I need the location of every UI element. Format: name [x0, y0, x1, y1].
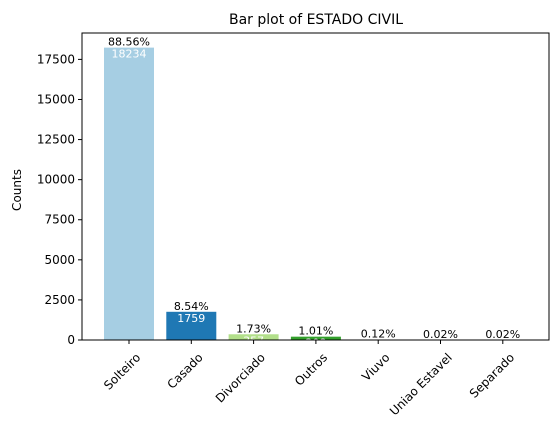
bar-value-label: 4	[499, 340, 506, 353]
x-tick-label: Outros	[292, 350, 330, 388]
y-tick-label: 17500	[37, 52, 75, 66]
percent-labels-group: 88.56% 8.54% 1.73% 1.01% 0.12% 0.02% 0.02%	[108, 36, 520, 341]
bar-divorciado	[228, 334, 279, 340]
x-tick-label: Separado	[467, 350, 517, 400]
y-tick-label: 10000	[37, 173, 75, 187]
bar-value-label: 4	[437, 340, 444, 353]
bar-percent-label: 8.54%	[174, 300, 209, 313]
bar-percent-label: 1.01%	[298, 325, 333, 338]
bar-percent-label: 0.02%	[423, 328, 458, 341]
x-tick-label: Divorciado	[213, 350, 268, 405]
bar-solteiro	[104, 47, 154, 341]
bar-percent-label: 88.56%	[108, 36, 150, 49]
bar-percent-label: 0.12%	[361, 328, 396, 341]
y-tick-label: 7500	[44, 213, 75, 227]
bars-group	[104, 47, 528, 341]
x-axis: Solteiro Casado Divorciado Outros ViuvoUniao…	[101, 340, 517, 418]
bar-outros	[290, 336, 341, 340]
bar-percent-label: 0.02%	[485, 328, 520, 341]
y-tick-label: 2500	[44, 293, 75, 307]
bar-value-label: 1759	[177, 312, 205, 325]
x-tick-label: Viuvo	[359, 350, 392, 383]
x-tick-label: Uniao Estavel	[387, 350, 455, 418]
bar-casado	[166, 311, 217, 340]
bar-value-label: 25	[371, 340, 385, 353]
chart-title: Bar plot of ESTADO CIVIL	[229, 12, 403, 28]
bar-value-label: 18234	[112, 48, 147, 61]
x-tick-label: Casado	[164, 350, 205, 391]
y-axis-label: Counts	[10, 169, 24, 211]
y-tick-label: 0	[67, 333, 75, 347]
y-tick-label: 5000	[44, 253, 75, 267]
x-tick-label: Solteiro	[101, 350, 143, 392]
y-tick-label: 12500	[37, 133, 75, 147]
y-axis: 0 2500 5000 7500 10000 12500 15000 17500	[37, 52, 82, 347]
y-tick-label: 15000	[37, 92, 75, 106]
bar-percent-label: 1.73%	[236, 322, 271, 335]
